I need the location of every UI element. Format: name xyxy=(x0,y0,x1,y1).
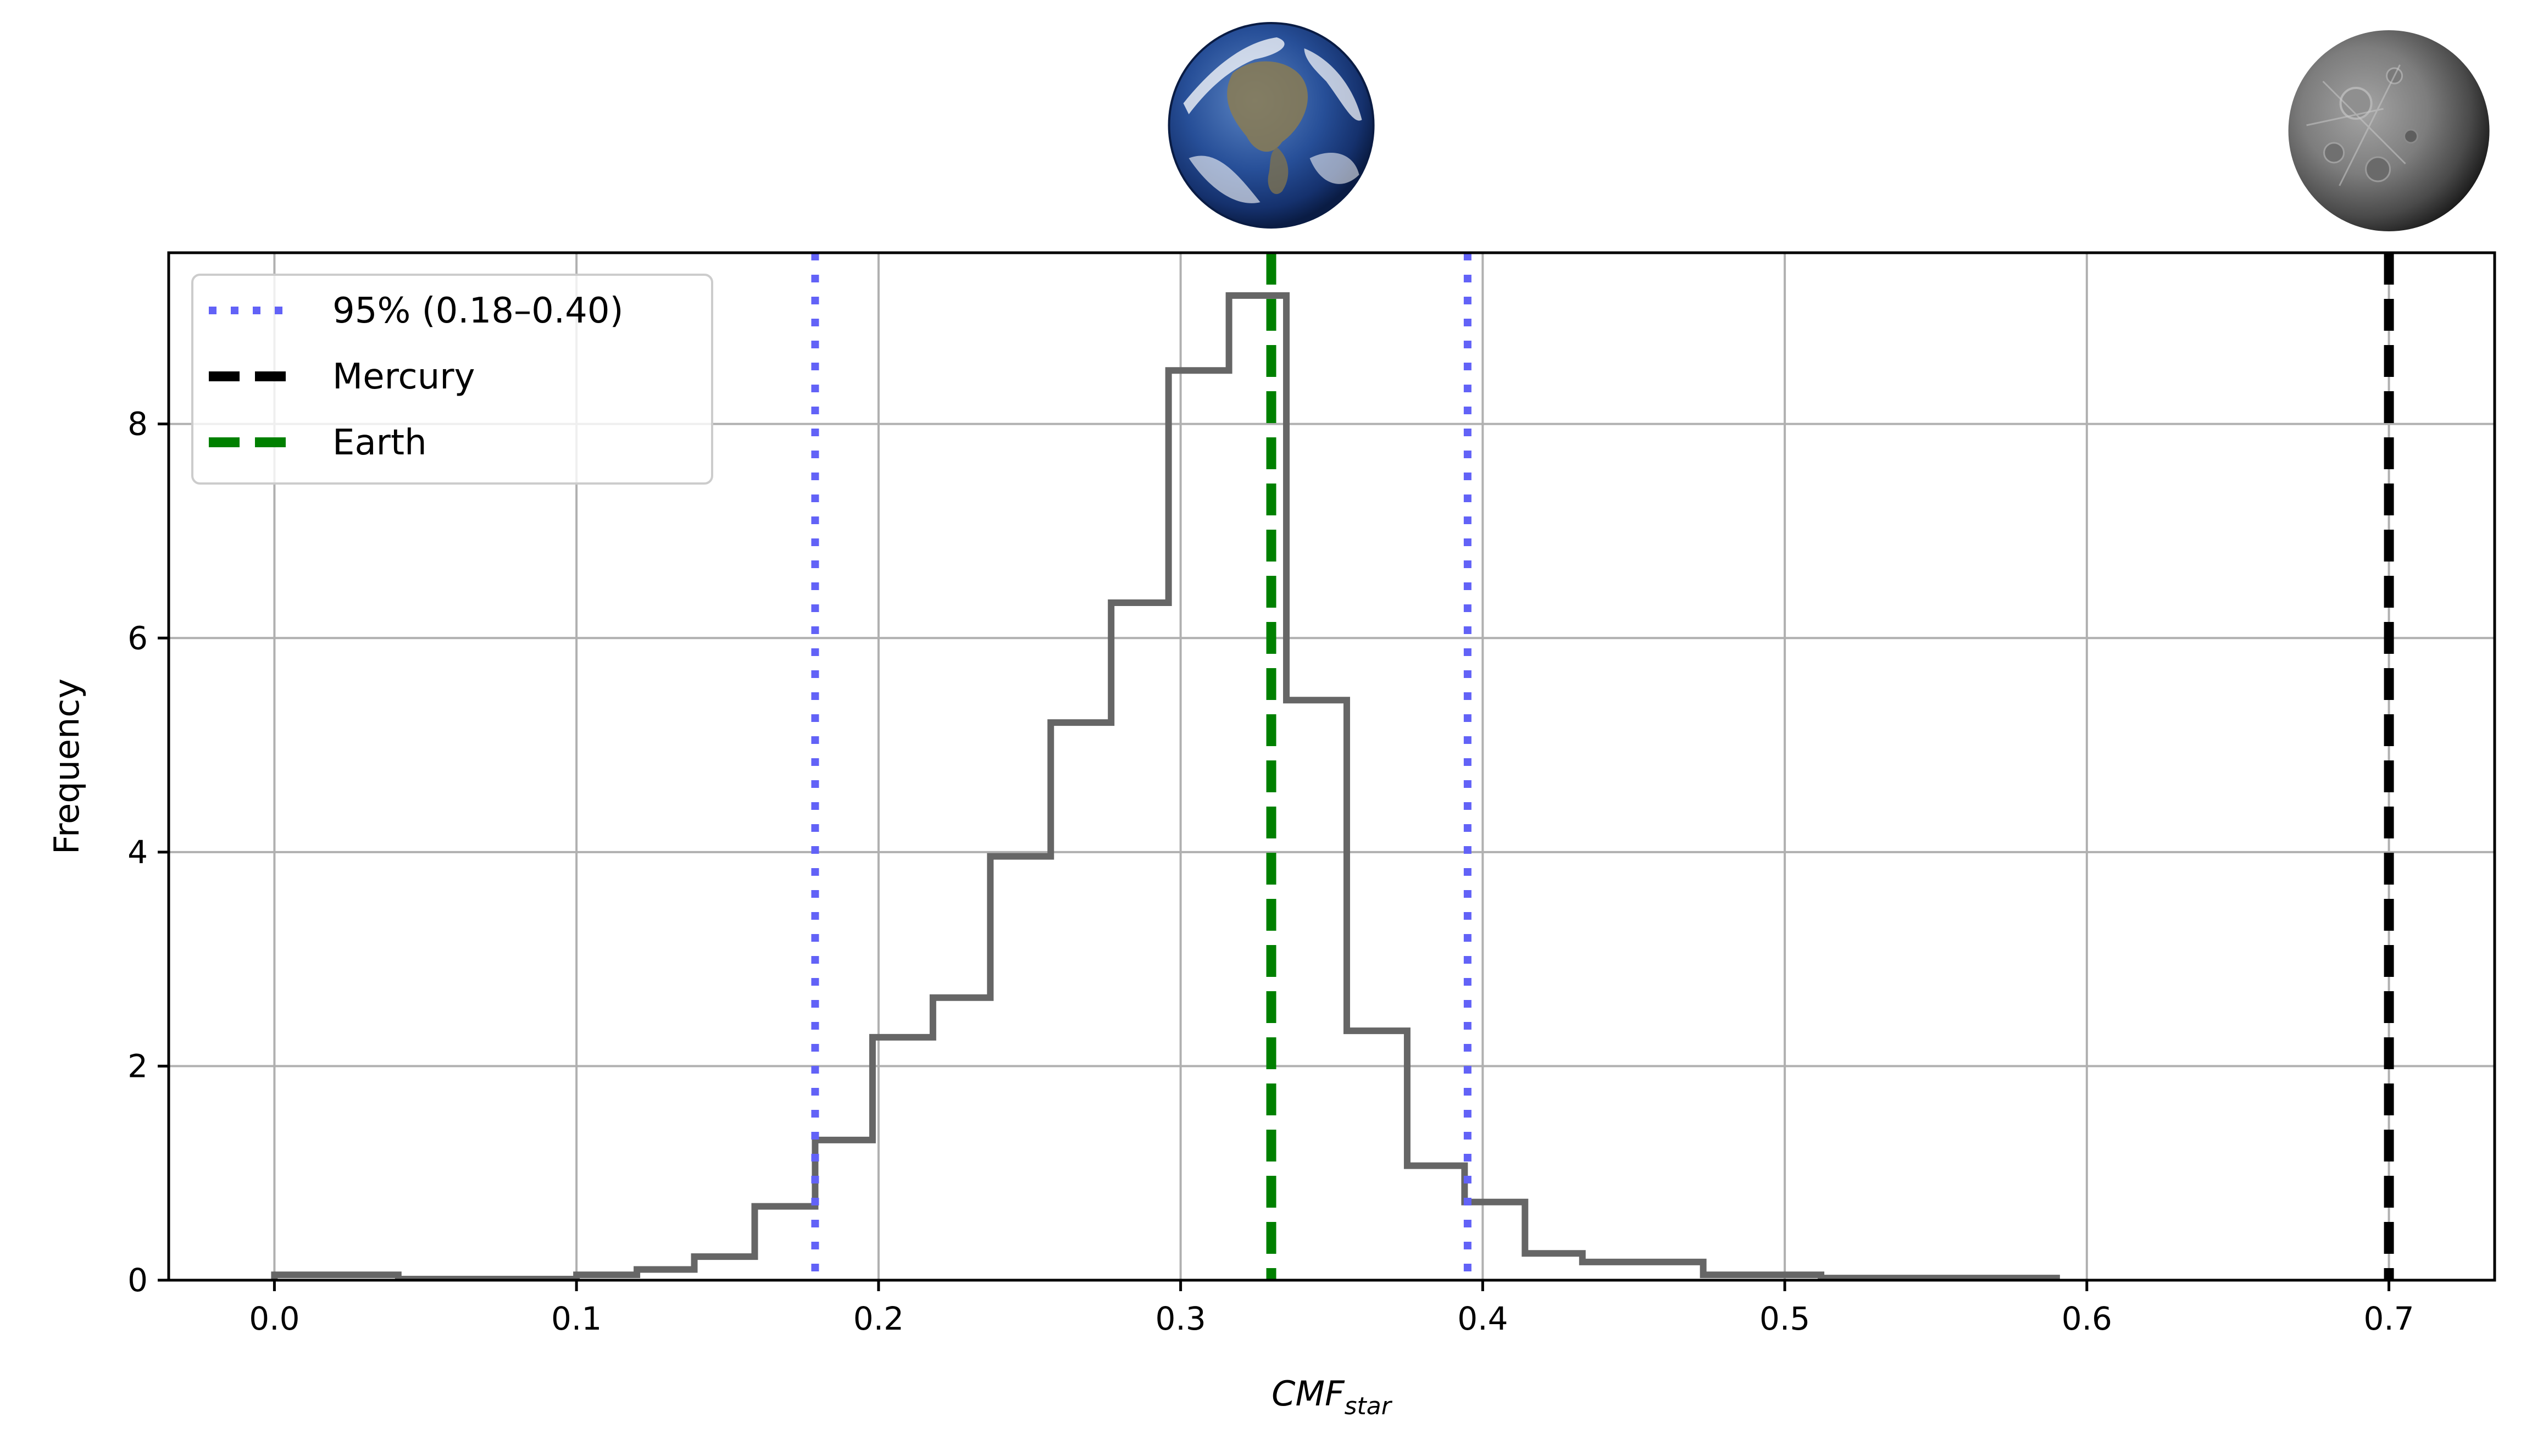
legend-label: Mercury xyxy=(332,357,475,397)
legend: 95% (0.18–0.40) Mercury Earth xyxy=(191,274,713,485)
x-axis-label: CMFstar xyxy=(1271,1374,1393,1420)
y-tick-label: 4 xyxy=(127,833,148,871)
x-tick-label: 0.0 xyxy=(249,1300,299,1337)
x-tick-label: 0.2 xyxy=(853,1300,904,1337)
histogram-step-line xyxy=(271,292,2060,1280)
y-tick-label: 0 xyxy=(127,1262,148,1299)
plot-frame xyxy=(167,251,2496,1282)
x-tick-label: 0.7 xyxy=(2363,1300,2414,1337)
x-tick-label: 0.6 xyxy=(2062,1300,2112,1337)
legend-label: Earth xyxy=(332,423,427,463)
legend-label: 95% (0.18–0.40) xyxy=(332,291,624,331)
y-axis-label: Frequency xyxy=(47,679,87,854)
mercury-icon xyxy=(2288,30,2490,231)
x-tick-label: 0.1 xyxy=(551,1300,602,1337)
legend-box xyxy=(191,274,713,485)
x-tick-label: 0.4 xyxy=(1457,1300,1508,1337)
y-tick-label: 6 xyxy=(127,619,148,657)
earth-icon xyxy=(1168,22,1375,229)
y-tick-label: 8 xyxy=(127,405,148,443)
y-tick-label: 2 xyxy=(127,1047,148,1085)
x-tick-label: 0.5 xyxy=(1759,1300,1810,1337)
x-tick-label: 0.3 xyxy=(1156,1300,1206,1337)
